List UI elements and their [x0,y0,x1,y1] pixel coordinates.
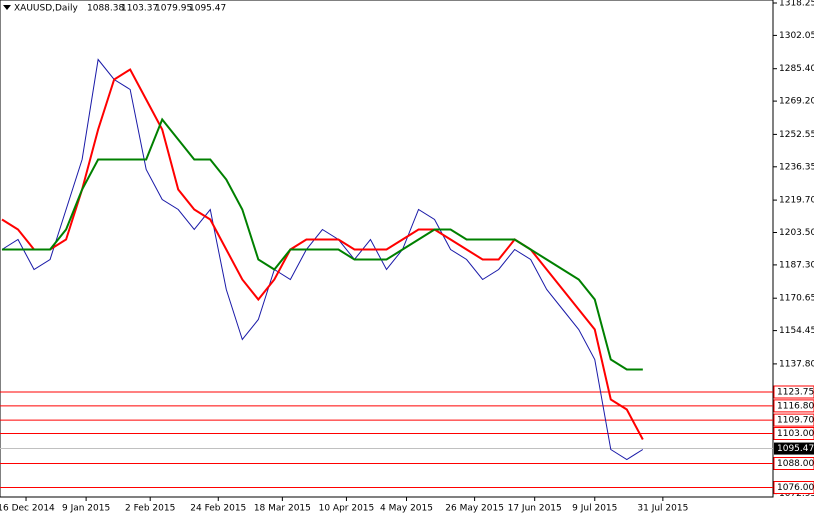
x-tick-label: 2 Feb 2015 [125,504,175,514]
level-label: 1116.80 [777,401,814,411]
level-label: 1076.00 [777,483,814,493]
x-tick-label: 17 Jun 2015 [508,504,562,514]
level-label: 1123.75 [777,388,814,398]
y-tick-label: 1137.80 [779,359,814,369]
level-label: 1109.70 [777,416,814,426]
y-tick-label: 1252.55 [779,130,814,140]
y-tick-label: 1318.25 [779,0,814,9]
ohlc-close: 1095.47 [189,4,226,14]
level-label-box [773,457,814,470]
ohlc-high: 1103.37 [121,4,158,14]
x-tick-label: 4 May 2015 [380,504,433,514]
ohlc-open: 1088.38 [87,4,124,14]
y-tick-label: 1154.45 [779,326,814,336]
y-tick-label: 1219.70 [779,196,814,206]
header-icon [3,5,11,10]
x-tick-label: 9 Jul 2015 [572,504,617,514]
x-tick-label: 18 Mar 2015 [254,504,311,514]
series-line [2,117,643,371]
level-label-box [773,399,814,413]
y-tick-label: 1203.50 [779,228,814,238]
y-tick-label: 1187.30 [779,260,814,270]
symbol: XAUUSD,Daily [14,4,78,14]
y-tick-label: 1285.40 [779,64,814,74]
header: XAUUSD,Daily 1088.38 1103.37 1079.95 109… [3,4,226,14]
current-label: 1095.47 [777,444,814,454]
x-tick-label: 10 Apr 2015 [319,504,375,514]
x-tick-label: 16 Dec 2014 [0,504,55,514]
level-label: 1103.00 [777,429,814,439]
y-tick-label: 1269.20 [779,97,814,107]
x-tick-label: 24 Feb 2015 [190,504,246,514]
series-line [1,58,644,461]
x-tick-label: 9 Jan 2015 [62,504,110,514]
y-tick-label: 1170.65 [779,294,814,304]
level-label-box [773,413,814,427]
y-tick-label: 1072.95 [779,489,814,499]
x-tick-label: 26 May 2015 [445,504,504,514]
level-label-box [773,481,814,494]
level-label-box [773,427,814,440]
ohlc-low: 1079.95 [155,4,192,14]
level-label: 1088.00 [777,459,814,469]
x-tick-label: 31 Jul 2015 [637,504,688,514]
y-tick-label: 1236.35 [779,162,814,172]
y-tick-label: 1302.05 [779,31,814,41]
series-line [1,68,644,440]
level-label-box [773,385,814,399]
current-box [774,442,814,455]
